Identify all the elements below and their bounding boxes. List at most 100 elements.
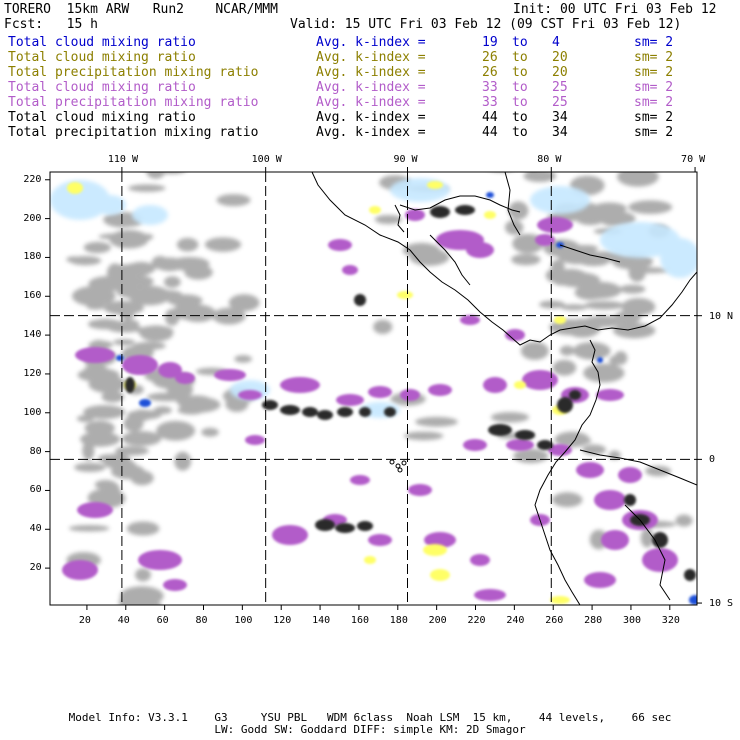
legend-end: 20 bbox=[552, 65, 568, 80]
cloud-blob bbox=[88, 375, 126, 393]
cloud-blob bbox=[598, 211, 636, 227]
cloud-blob bbox=[156, 420, 196, 441]
y-tick-label: 220 bbox=[23, 173, 42, 185]
blue-layer bbox=[116, 192, 697, 605]
legend-sm: sm= 2 bbox=[634, 95, 674, 110]
cloud-blob bbox=[130, 609, 154, 620]
legend-to: to bbox=[512, 35, 528, 50]
x-tick-label: 40 bbox=[117, 615, 130, 626]
yellow-blob bbox=[514, 381, 526, 389]
cloud-blob bbox=[552, 492, 583, 508]
legend-field: Total cloud mixing ratio bbox=[8, 110, 196, 125]
cloud-blob bbox=[119, 586, 164, 605]
dark-core-blob bbox=[537, 440, 553, 450]
purple-blob bbox=[368, 534, 392, 546]
cloud-blob bbox=[176, 237, 199, 252]
legend-from: 33 bbox=[482, 80, 498, 95]
cloud-blob bbox=[88, 340, 114, 349]
forecast-hour: Fcst: 15 h bbox=[4, 17, 98, 32]
cloud-blob bbox=[135, 568, 151, 582]
cloud-blob bbox=[619, 284, 646, 294]
cloud-blob bbox=[415, 416, 458, 427]
cloud-blob bbox=[98, 491, 118, 506]
purple-blob bbox=[336, 394, 364, 406]
light-blue-blob bbox=[94, 195, 126, 215]
legend-avg-label: Avg. k-index = bbox=[316, 125, 426, 140]
cloud-blob bbox=[675, 514, 693, 527]
cloud-blob bbox=[68, 525, 110, 532]
cloud-blob bbox=[83, 365, 106, 375]
init-time: Init: 00 UTC Fri 03 Feb 12 bbox=[513, 2, 717, 17]
dark-core-blob bbox=[315, 519, 335, 531]
cloud-blob bbox=[216, 194, 251, 207]
cloud-blob bbox=[108, 146, 133, 152]
plot-frame bbox=[49, 171, 698, 606]
cloud-blob bbox=[640, 528, 654, 548]
cloud-blob bbox=[577, 282, 614, 300]
cloud-blob bbox=[184, 264, 213, 280]
legend-end: 25 bbox=[552, 80, 568, 95]
cloud-blob bbox=[592, 202, 627, 215]
cloud-blob bbox=[234, 355, 252, 363]
galapagos-island bbox=[401, 460, 407, 466]
purple-blob bbox=[138, 550, 182, 570]
dark-core-blob bbox=[354, 294, 366, 306]
legend-from: 26 bbox=[482, 65, 498, 80]
cloud-blob bbox=[121, 431, 162, 447]
dark-core-blob bbox=[317, 410, 333, 420]
cloud-blob bbox=[430, 116, 444, 126]
coastline bbox=[624, 504, 671, 601]
legend-end: 34 bbox=[552, 110, 568, 125]
purple-blob bbox=[463, 439, 487, 451]
legend-to: to bbox=[512, 50, 528, 65]
purple-blob bbox=[405, 209, 425, 221]
cloud-blob bbox=[212, 307, 246, 325]
purple-blob bbox=[642, 548, 678, 572]
cloud-blob bbox=[180, 304, 216, 323]
purple-blob bbox=[245, 435, 265, 445]
coastline bbox=[559, 244, 621, 263]
legend-sm: sm= 2 bbox=[634, 80, 674, 95]
legend-to: to bbox=[512, 80, 528, 95]
cloud-blob bbox=[94, 479, 117, 490]
dark-core-blob bbox=[337, 407, 353, 417]
axis-ticks bbox=[45, 167, 702, 610]
x-tick-label: 20 bbox=[78, 615, 91, 626]
purple-blob bbox=[122, 355, 158, 375]
purple-blob bbox=[368, 386, 392, 398]
light-blue-blob bbox=[50, 180, 110, 220]
cloud-blob bbox=[108, 324, 143, 333]
y-tick-label: 180 bbox=[23, 251, 42, 263]
cloud-blob bbox=[153, 406, 172, 415]
cloud-blob bbox=[378, 104, 405, 118]
purple-blob bbox=[535, 234, 555, 246]
cloud-blob bbox=[539, 300, 565, 309]
cloud-blob bbox=[408, 132, 449, 145]
cloud-blob bbox=[78, 630, 108, 646]
x-tick-label: 300 bbox=[622, 615, 641, 626]
x-tick-label: 160 bbox=[350, 615, 369, 626]
lon-label: 90 W bbox=[393, 154, 418, 165]
dark-core-blob bbox=[557, 397, 573, 413]
cloud-blob bbox=[628, 200, 673, 214]
cloud-blob bbox=[583, 363, 625, 383]
purple-blob bbox=[424, 532, 456, 548]
legend-sm: sm= 2 bbox=[634, 50, 674, 65]
x-tick-label: 120 bbox=[273, 615, 292, 626]
cloud-blob bbox=[508, 201, 529, 220]
purple-blob bbox=[522, 370, 558, 390]
lon-label: 100 W bbox=[251, 154, 282, 165]
cloud-blob bbox=[608, 450, 621, 460]
coastline bbox=[534, 339, 601, 605]
x-tick-label: 80 bbox=[195, 615, 208, 626]
cloud-blob bbox=[225, 396, 249, 412]
yellow-blob bbox=[427, 181, 443, 189]
legend-avg-label: Avg. k-index = bbox=[316, 110, 426, 125]
y-tick-label: 140 bbox=[23, 329, 42, 341]
legend-end: 25 bbox=[552, 95, 568, 110]
yellow-blob bbox=[369, 206, 381, 214]
cloud-blob bbox=[553, 268, 589, 286]
purple-blob bbox=[408, 484, 432, 496]
model-info: Model Info: V3.3.1 G3 YSU PBL WDM 6class… bbox=[68, 711, 672, 724]
